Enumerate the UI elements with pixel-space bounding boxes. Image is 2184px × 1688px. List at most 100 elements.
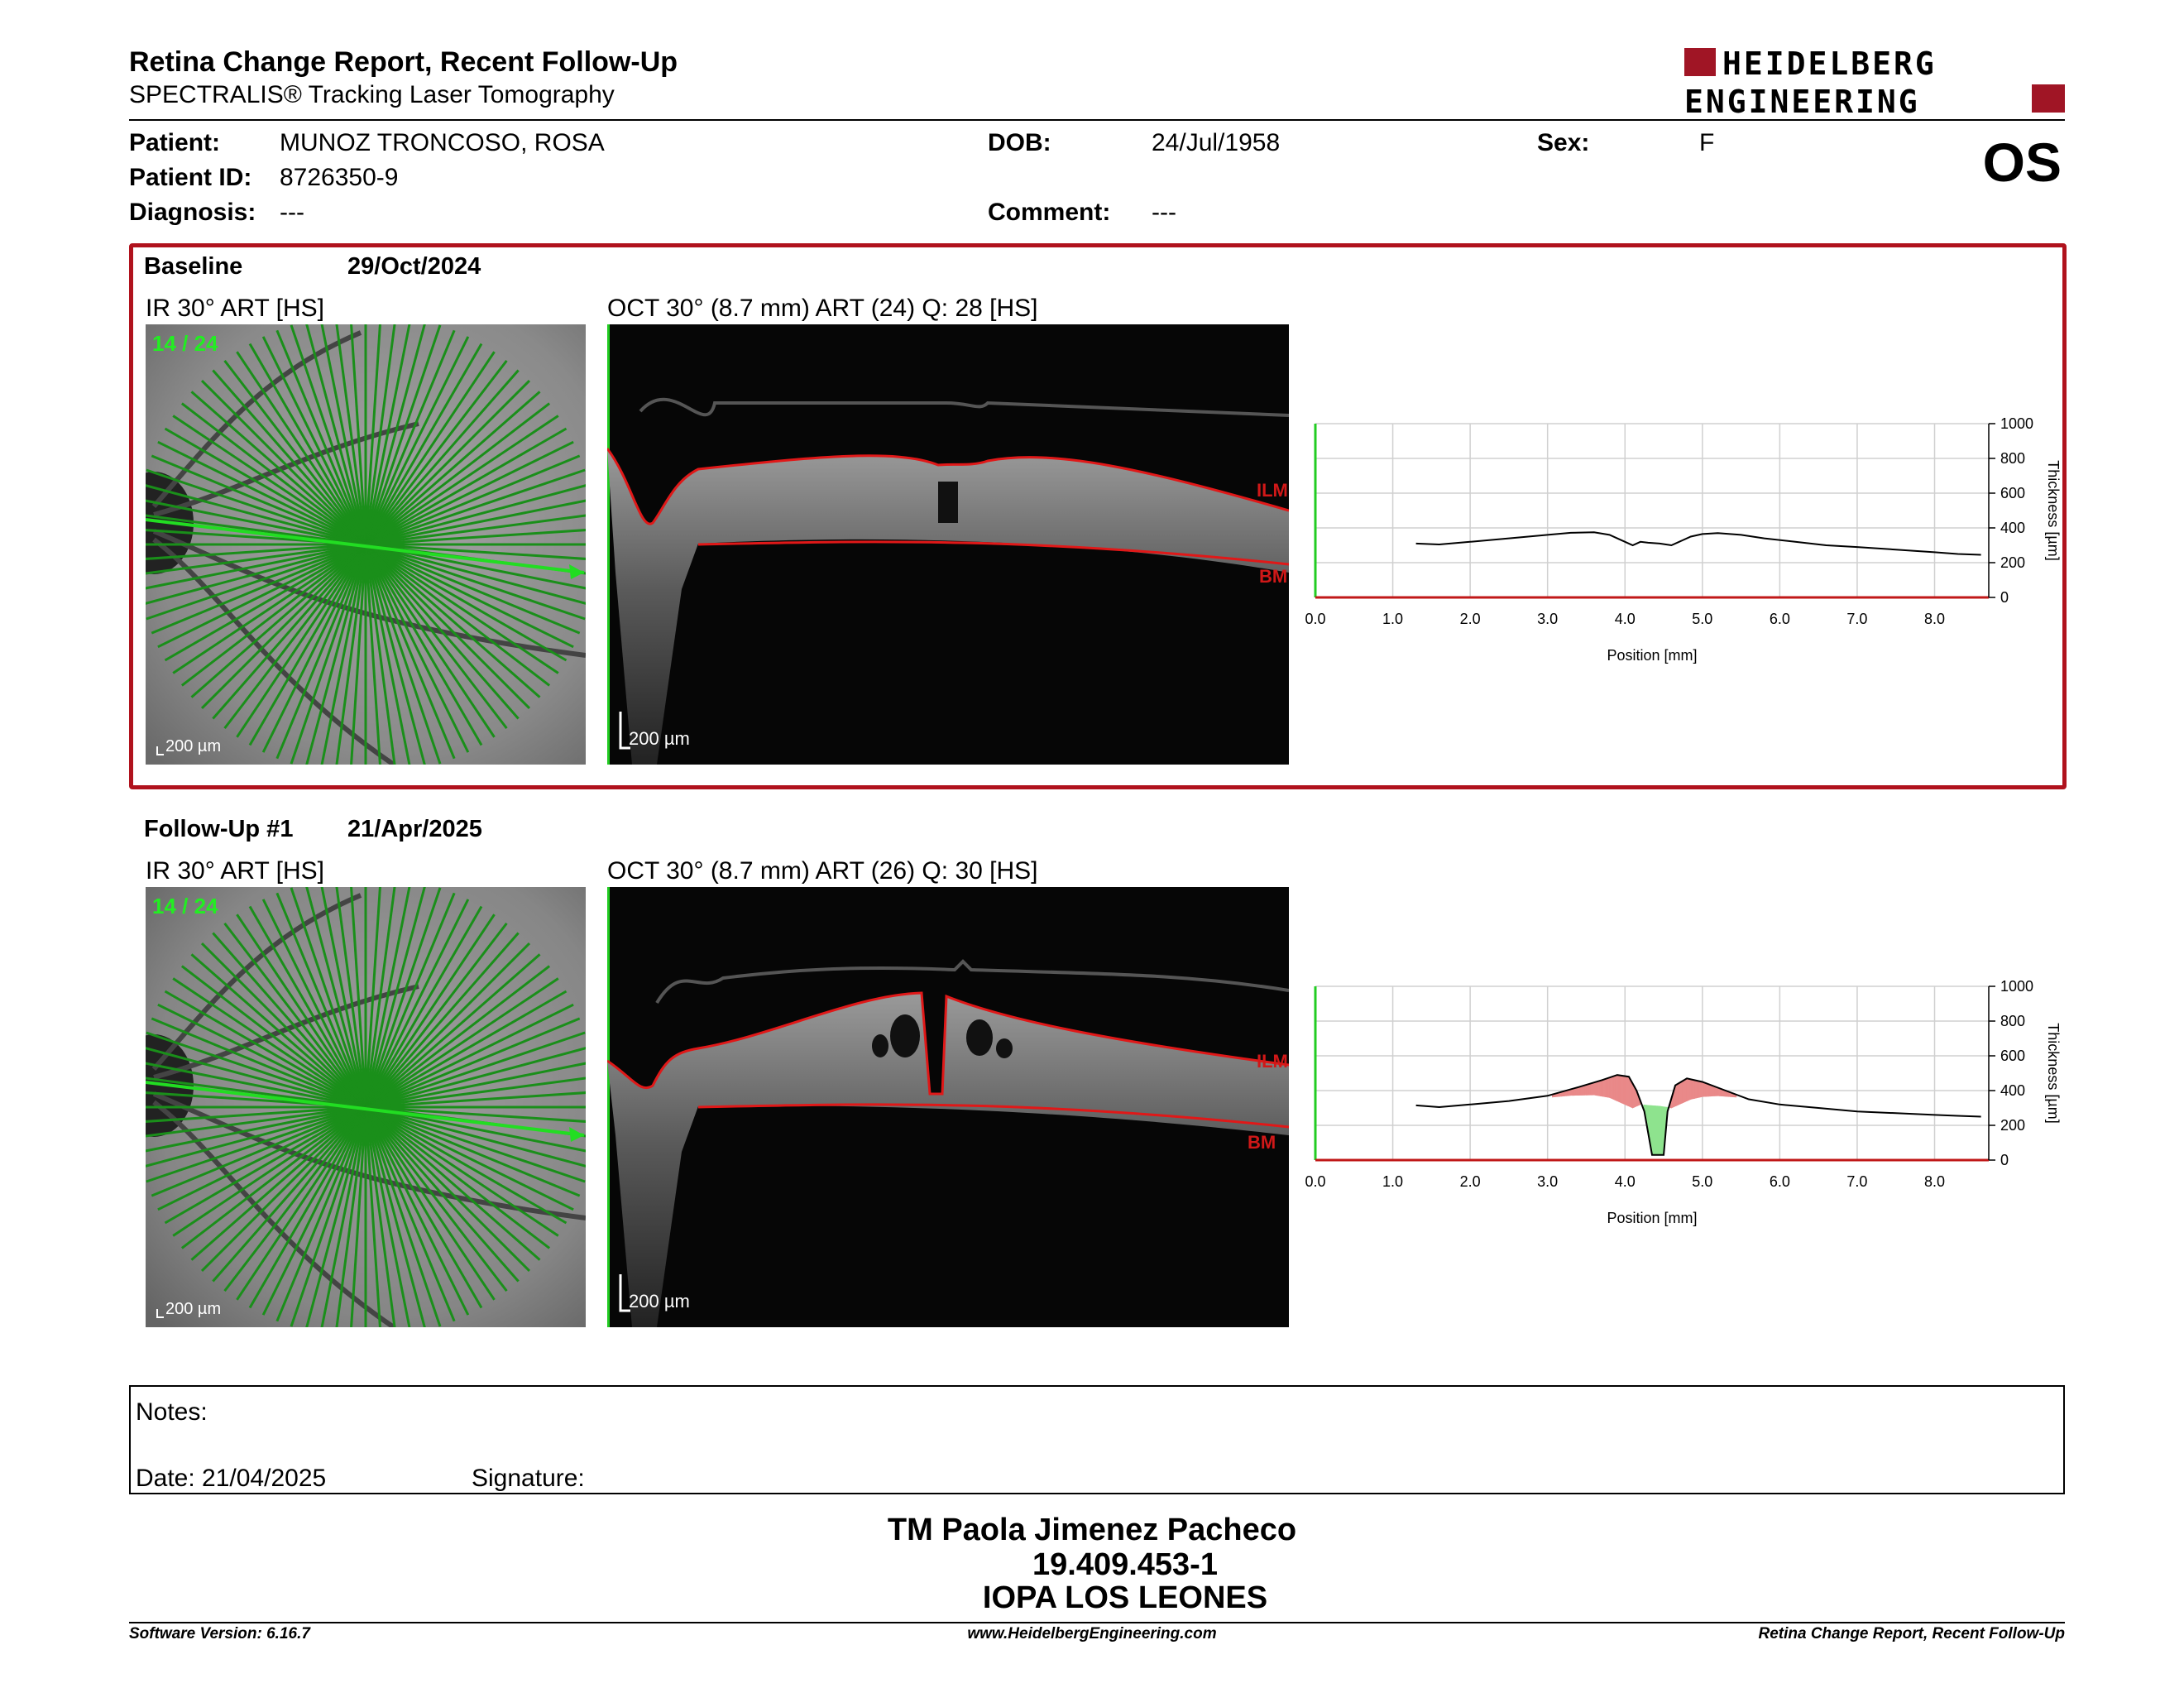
followup-ir-image: 14 / 24 200 µm <box>146 887 586 1327</box>
y-tick-label: 600 <box>2000 1048 2025 1064</box>
y-tick-label: 400 <box>2000 520 2025 536</box>
baseline-ir-scale: 200 µm <box>165 737 221 755</box>
sex-value: F <box>1699 129 1715 156</box>
comment-label: Comment: <box>988 199 1111 226</box>
sex-label: Sex: <box>1537 129 1590 156</box>
scan-spoke <box>146 1091 586 1123</box>
y-tick-label: 400 <box>2000 1082 2025 1099</box>
followup-date: 21/Apr/2025 <box>347 816 482 842</box>
dob-label: DOB: <box>988 129 1051 156</box>
y-tick-label: 0 <box>2000 589 2009 606</box>
baseline-thickness-chart: 0.0 1.0 2.0 3.0 4.0 5.0 6.0 7.0 8.0 0 200 400 600 800… <box>1305 415 2062 664</box>
comment-value: --- <box>1152 199 1176 226</box>
x-tick-label: 8.0 <box>1924 1173 1945 1190</box>
baseline-scan-spokes <box>146 324 586 765</box>
scan-spoke <box>146 529 586 560</box>
baseline-ilm-label: ILM <box>1257 480 1288 501</box>
signer-place: IOPA LOS LEONES <box>982 1580 1268 1615</box>
followup-oct-image: ILM BM 200 µm <box>607 887 1289 1327</box>
y-tick-label: 1000 <box>2000 978 2033 995</box>
y-axis-label: Thickness [µm] <box>2045 1023 2062 1123</box>
x-tick-label: 0.0 <box>1305 1173 1325 1190</box>
footer-website-link[interactable]: www.HeidelbergEngineering.com <box>967 1625 1217 1642</box>
report-subtitle: SPECTRALIS® Tracking Laser Tomography <box>129 81 615 108</box>
x-tick-label: 0.0 <box>1305 611 1325 627</box>
x-tick-label: 1.0 <box>1382 611 1403 627</box>
plot-area <box>1315 424 1989 597</box>
followup-thickness-chart: 0.0 1.0 2.0 3.0 4.0 5.0 6.0 7.0 8.0 0 200 400 600 800… <box>1305 978 2062 1226</box>
x-axis-label: Position [mm] <box>1607 1210 1697 1226</box>
baseline-thickness-line <box>1415 531 1981 556</box>
followup-ir-title: IR 30° ART [HS] <box>146 857 324 885</box>
y-tick-label: 800 <box>2000 450 2025 467</box>
x-tick-label: 5.0 <box>1692 611 1712 627</box>
baseline-label: Baseline <box>144 253 243 280</box>
followup-thickness-line <box>1415 1074 1981 1156</box>
baseline-oct-scale: 200 µm <box>629 728 690 749</box>
followup-oct-title: OCT 30° (8.7 mm) ART (26) Q: 30 [HS] <box>607 857 1038 885</box>
baseline-oct-image: ILM BM 200 µm <box>607 324 1289 765</box>
y-tick-label: 200 <box>2000 1117 2025 1134</box>
followup-ir-fundus: 14 / 24 200 µm <box>146 887 586 1327</box>
y-tick-label: 600 <box>2000 485 2025 501</box>
diagnosis-label: Diagnosis: <box>129 199 256 226</box>
eye-label: OS <box>1982 132 2062 193</box>
patient-id-label: Patient ID: <box>129 164 252 191</box>
y-tick-label: 200 <box>2000 554 2025 571</box>
x-tick-label: 2.0 <box>1460 1173 1481 1190</box>
baseline-oct-bscan: ILM BM 200 µm <box>607 324 1289 765</box>
x-axis-label: Position [mm] <box>1607 647 1697 664</box>
x-tick-label: 6.0 <box>1770 1173 1790 1190</box>
baseline-date: 29/Oct/2024 <box>347 253 481 280</box>
y-tick-label: 1000 <box>2000 415 2033 432</box>
y-tick-label: 800 <box>2000 1013 2025 1029</box>
followup-ilm-label: ILM <box>1257 1051 1288 1072</box>
footer-software-version: Software Version: 6.16.7 <box>129 1625 310 1642</box>
x-tick-label: 4.0 <box>1615 1173 1636 1190</box>
signer-name: TM Paola Jimenez Pacheco <box>887 1513 1297 1547</box>
notes-label: Notes: <box>136 1398 208 1426</box>
signer-id: 19.409.453-1 <box>1032 1547 1218 1582</box>
followup-label: Follow-Up #1 <box>144 816 294 842</box>
followup-ir-counter: 14 / 24 <box>152 894 218 918</box>
footer-report-name: Retina Change Report, Recent Follow-Up <box>1758 1625 2065 1642</box>
footer-rule <box>129 1622 2065 1623</box>
diagnosis-value: --- <box>280 199 304 226</box>
notes-date: Date: 21/04/2025 <box>136 1465 327 1492</box>
logo-line1: HEIDELBERG <box>1722 46 1937 82</box>
followup-bm-label: BM <box>1248 1132 1276 1153</box>
heidelberg-logo: HEIDELBERG ENGINEERING <box>1684 46 2065 116</box>
notes-box <box>129 1385 2065 1494</box>
logo-line2: ENGINEERING <box>1684 84 1920 116</box>
baseline-ir-image: 14 / 24 200 µm <box>146 324 586 765</box>
baseline-ir-fundus: 14 / 24 200 µm <box>146 324 586 765</box>
signature-label: Signature: <box>472 1465 585 1492</box>
patient-id: 8726350-9 <box>280 164 399 191</box>
x-tick-label: 2.0 <box>1460 611 1481 627</box>
baseline-oct-title: OCT 30° (8.7 mm) ART (24) Q: 28 [HS] <box>607 295 1038 322</box>
x-tick-label: 4.0 <box>1615 611 1636 627</box>
x-tick-label: 7.0 <box>1846 611 1867 627</box>
followup-scan-spokes <box>146 887 586 1327</box>
report-title: Retina Change Report, Recent Follow-Up <box>129 46 678 78</box>
x-tick-label: 3.0 <box>1537 1173 1558 1190</box>
x-tick-label: 5.0 <box>1692 1173 1712 1190</box>
x-tick-label: 8.0 <box>1924 611 1945 627</box>
y-axis-label: Thickness [µm] <box>2045 460 2062 560</box>
patient-name: MUNOZ TRONCOSO, ROSA <box>280 129 605 156</box>
baseline-frame <box>129 243 2067 789</box>
x-tick-label: 1.0 <box>1382 1173 1403 1190</box>
x-tick-label: 3.0 <box>1537 611 1558 627</box>
y-tick-label: 0 <box>2000 1152 2009 1168</box>
followup-ir-scale: 200 µm <box>165 1300 221 1318</box>
baseline-ir-counter: 14 / 24 <box>152 331 218 356</box>
header-rule <box>129 119 2065 121</box>
followup-oct-bscan: ILM BM 200 µm <box>607 887 1289 1327</box>
baseline-ir-title: IR 30° ART [HS] <box>146 295 324 322</box>
baseline-bm-label: BM <box>1259 566 1287 587</box>
dob-value: 24/Jul/1958 <box>1152 129 1281 156</box>
patient-label: Patient: <box>129 129 221 156</box>
x-tick-label: 7.0 <box>1846 1173 1867 1190</box>
followup-oct-scale: 200 µm <box>629 1291 690 1312</box>
x-tick-label: 6.0 <box>1770 611 1790 627</box>
